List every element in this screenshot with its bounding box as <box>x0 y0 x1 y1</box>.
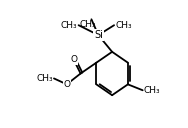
Text: O: O <box>63 80 70 89</box>
Text: CH₃: CH₃ <box>79 20 96 29</box>
Text: Si: Si <box>94 30 103 40</box>
Text: CH₃: CH₃ <box>61 21 78 30</box>
Text: O: O <box>70 55 77 64</box>
Text: CH₃: CH₃ <box>144 86 160 95</box>
Text: CH₃: CH₃ <box>115 21 132 30</box>
Text: CH₃: CH₃ <box>36 74 53 83</box>
